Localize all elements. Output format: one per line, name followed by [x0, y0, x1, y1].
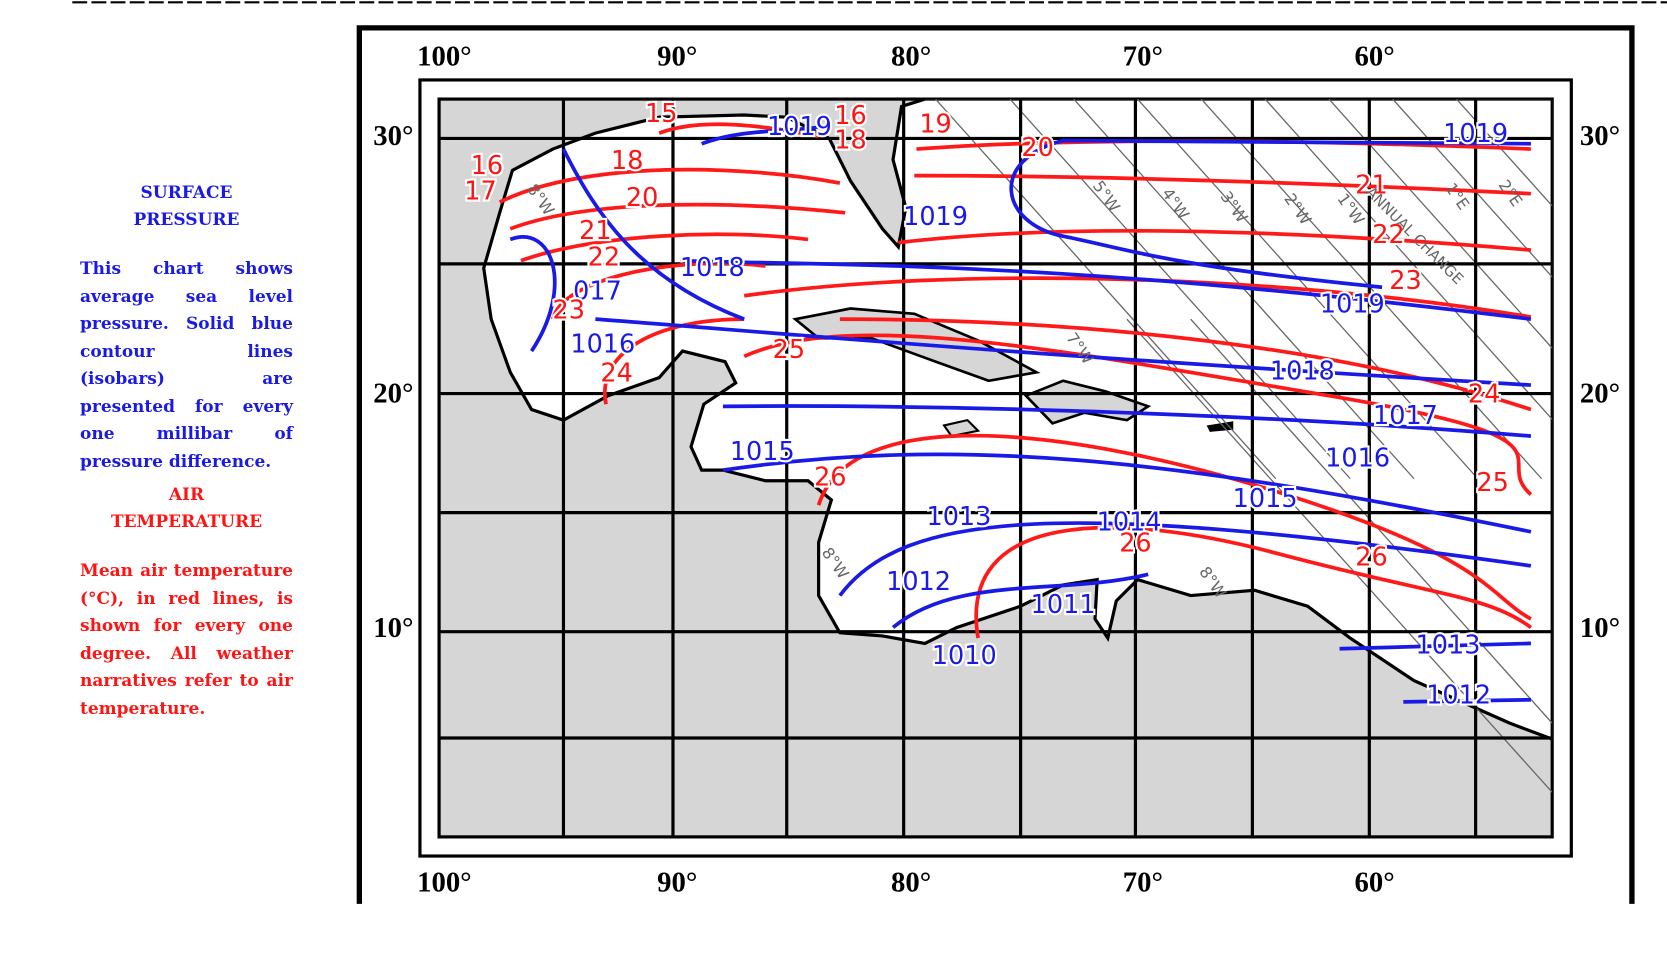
isobar-label: 1016 — [570, 330, 635, 360]
isobar-label: 1019 — [1443, 119, 1508, 149]
isotherm-label: 23 — [553, 296, 585, 326]
isobar-label: 1019 — [903, 202, 968, 232]
isotherm-label: 22 — [588, 243, 620, 273]
isotherm-label: 15 — [645, 99, 677, 129]
isobar-label: 1019 — [767, 112, 832, 142]
longitude-label: 90° — [657, 866, 697, 898]
isotherm-label: 17 — [464, 177, 496, 207]
latitude-label: 20° — [373, 377, 413, 409]
isotherm-label: 16 — [834, 101, 866, 131]
isotherm-label: 20 — [1021, 133, 1053, 163]
isobar-label: 1015 — [1233, 484, 1298, 514]
isotherm-label: 21 — [1355, 170, 1387, 200]
isotherm-label: 16 — [471, 151, 503, 181]
latitude-label: 10° — [1580, 612, 1620, 644]
isobar-label: 1011 — [1031, 590, 1096, 620]
latitude-label: 30° — [1580, 120, 1620, 152]
grid — [439, 99, 1553, 837]
pressure-legend: SURFACE PRESSURE This chart shows averag… — [80, 180, 293, 476]
isotherm-label: 21 — [579, 216, 611, 246]
longitude-label: 80° — [891, 40, 931, 72]
isotherm-label: 26 — [1119, 529, 1151, 559]
isobar-label: 1019 — [1320, 289, 1385, 319]
longitude-label: 70° — [1123, 40, 1163, 72]
temperature-legend: AIR TEMPERATURE Mean air temperature (°C… — [80, 482, 293, 723]
isotherm-label: 18 — [834, 126, 866, 156]
isobar-label: 1012 — [886, 567, 951, 597]
pressure-title: SURFACE PRESSURE — [133, 183, 240, 230]
isotherm-label: 23 — [1389, 266, 1421, 296]
isobar-label: 1016 — [1325, 443, 1390, 473]
longitude-label: 90° — [657, 40, 697, 72]
isotherm-label: 18 — [611, 146, 643, 176]
isobar-label: 1018 — [1270, 356, 1335, 386]
temperature-title: AIR TEMPERATURE — [110, 485, 263, 532]
latitude-label: 10° — [373, 612, 413, 644]
latitude-label: 20° — [1580, 377, 1620, 409]
outer-frame — [356, 25, 1635, 904]
isobar-label: 1018 — [680, 253, 745, 283]
latitude-label: 30° — [373, 120, 413, 152]
isobar-label: 1015 — [730, 437, 795, 467]
longitude-label: 100° — [417, 866, 472, 898]
isobars — [509, 123, 1532, 704]
longitude-label: 60° — [1355, 866, 1395, 898]
isotherm-label: 26 — [814, 463, 846, 493]
isobar-label: 1013 — [1416, 631, 1481, 661]
pressure-text: This chart shows average sea level press… — [80, 259, 293, 472]
isobar-label: 017 — [573, 277, 622, 307]
isobar-label: 1012 — [1426, 681, 1491, 711]
isobar-label: 1010 — [932, 641, 997, 671]
isobar-label: 1017 — [1373, 401, 1438, 431]
isotherm-label: 26 — [1355, 542, 1387, 572]
longitude-label: 80° — [891, 866, 931, 898]
longitude-label: 70° — [1123, 866, 1163, 898]
temperature-text: Mean air temperature (°C), in red lines,… — [80, 561, 293, 719]
isotherm-label: 25 — [1476, 468, 1508, 498]
isotherm-label: 20 — [626, 183, 658, 213]
longitude-label: 100° — [417, 40, 472, 72]
isobar-label: 1013 — [926, 502, 991, 532]
isobar-label: 1014 — [1097, 507, 1162, 537]
jamaica — [942, 418, 981, 438]
longitude-label: 60° — [1355, 40, 1395, 72]
isotherm-label: 24 — [600, 358, 632, 388]
isotherm-label: 19 — [919, 110, 951, 140]
isotherm-label: 25 — [773, 335, 805, 365]
isotherm-label: 24 — [1468, 380, 1500, 410]
isotherm-label: 22 — [1372, 220, 1404, 250]
map-body — [439, 99, 1553, 837]
